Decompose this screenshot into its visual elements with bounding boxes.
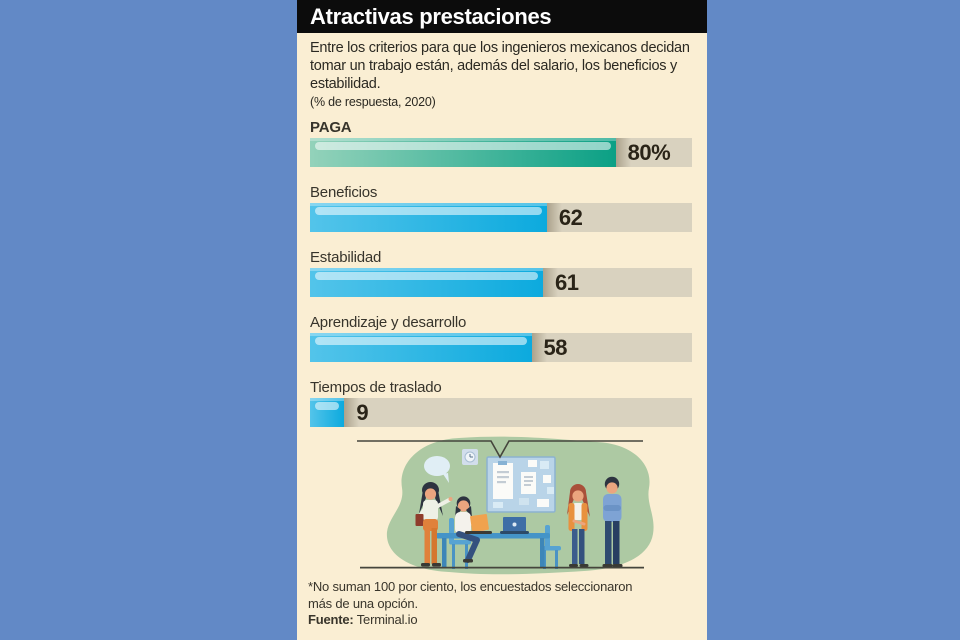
source-line: Fuente: Terminal.io bbox=[308, 612, 632, 629]
footnote: *No suman 100 por ciento, los encuestado… bbox=[308, 579, 633, 629]
wall-clock-icon bbox=[462, 449, 478, 465]
chart-subtitle: Entre los criterios para que los ingenie… bbox=[310, 40, 690, 92]
bar-fill bbox=[310, 138, 631, 167]
source-value: Terminal.io bbox=[356, 612, 418, 627]
bar-row-tiempos: Tiempos de traslado 9 bbox=[310, 379, 692, 427]
callout-line bbox=[357, 440, 643, 459]
speech-bubble-icon bbox=[424, 456, 450, 483]
bar-fill bbox=[310, 398, 360, 427]
bar-track: 62 bbox=[310, 203, 692, 232]
office-illustration bbox=[357, 436, 654, 575]
bar-fill bbox=[310, 268, 559, 297]
bar-track: 9 bbox=[310, 398, 692, 427]
bar-track: 80% bbox=[310, 138, 692, 167]
bar-row-aprendizaje: Aprendizaje y desarrollo 58 bbox=[310, 314, 692, 362]
bar-label: Estabilidad bbox=[310, 249, 382, 266]
bar-gloss bbox=[315, 402, 340, 410]
person-standing-man bbox=[602, 476, 623, 568]
infographic-card: Atractivas prestaciones Entre los criter… bbox=[297, 0, 707, 640]
bar-gloss bbox=[315, 272, 539, 280]
bar-row-paga: PAGA 80% bbox=[310, 119, 692, 167]
bar-value: 80% bbox=[627, 139, 671, 165]
pin-board-icon bbox=[486, 456, 556, 513]
bar-row-estabilidad: Estabilidad 61 bbox=[310, 249, 692, 297]
bar-value: 61 bbox=[555, 269, 579, 295]
person-standing-woman-right bbox=[567, 484, 590, 567]
laptop-orange-icon bbox=[465, 513, 492, 534]
header-bar: Atractivas prestaciones bbox=[297, 0, 707, 33]
laptop-blue-icon bbox=[500, 517, 529, 534]
bar-row-beneficios: Beneficios 62 bbox=[310, 184, 692, 232]
bar-label: PAGA bbox=[310, 119, 352, 136]
bar-label: Tiempos de traslado bbox=[310, 379, 442, 396]
source-label: Fuente: bbox=[308, 612, 354, 627]
bar-value: 58 bbox=[543, 334, 568, 360]
bar-track: 58 bbox=[310, 333, 692, 362]
bar-label: Beneficios bbox=[310, 184, 378, 201]
footnote-line1: *No suman 100 por ciento, los encuestado… bbox=[308, 579, 633, 594]
person-standing-woman-left bbox=[415, 482, 453, 567]
footnote-line2: más de una opción. bbox=[308, 595, 418, 611]
bar-value: 9 bbox=[356, 399, 369, 425]
page-title: Atractivas prestaciones bbox=[310, 3, 552, 29]
bar-gloss bbox=[315, 337, 527, 345]
bar-chart: PAGA 80% Beneficios 62 Estabilidad 61 Ap… bbox=[310, 119, 692, 444]
bar-gloss bbox=[315, 207, 542, 215]
bar-gloss bbox=[315, 142, 611, 150]
bar-fill bbox=[310, 203, 562, 232]
unit-note: (% de respuesta, 2020) bbox=[310, 95, 436, 109]
person-sitting-woman bbox=[455, 496, 472, 534]
bar-label: Aprendizaje y desarrollo bbox=[310, 314, 467, 331]
bar-track: 61 bbox=[310, 268, 692, 297]
bar-value: 62 bbox=[558, 204, 583, 230]
bar-fill bbox=[310, 333, 547, 362]
